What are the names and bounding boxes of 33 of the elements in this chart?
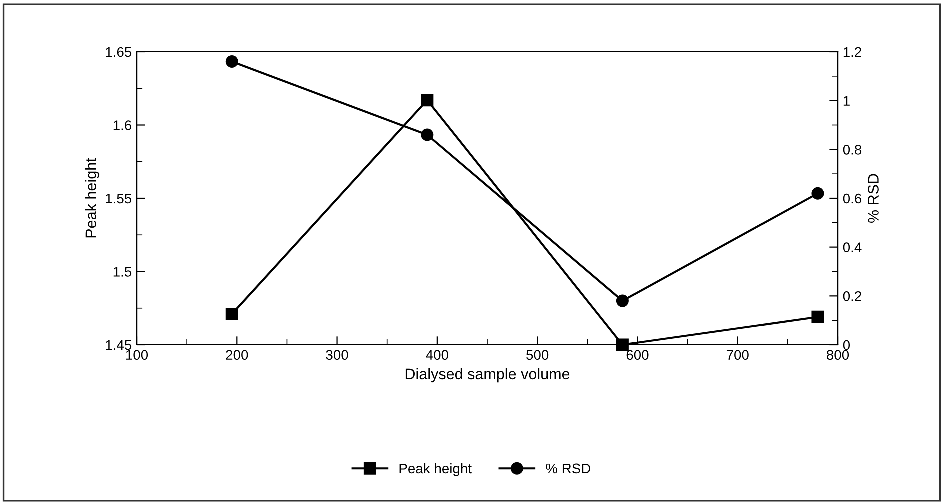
point: [421, 128, 434, 142]
x-tick-label: 600: [626, 350, 649, 360]
x-tick-label: 100: [126, 350, 148, 360]
y2-tick-label: 1: [844, 96, 850, 106]
point: [812, 310, 824, 324]
x-tick-label: 300: [326, 350, 348, 360]
point: [226, 56, 238, 68]
point: [616, 294, 629, 308]
x-tick-label: 400: [426, 350, 448, 360]
y-tick-label: 1.6: [114, 120, 132, 130]
y2-tick-label: 0.6: [843, 194, 862, 204]
y2-tick-label: 0: [843, 340, 850, 350]
y-tick-label: 1.55: [106, 194, 132, 204]
x-axis-title: Dialysed sample volume: [406, 368, 570, 383]
x-tick-label: 500: [526, 350, 549, 360]
x-tick-label: 700: [726, 350, 749, 360]
legend-label: % RSD: [546, 464, 590, 474]
point: [812, 187, 824, 200]
point: [616, 338, 629, 352]
x-tick-label: 800: [827, 350, 850, 360]
y2-tick-label: 0.2: [843, 292, 862, 302]
y2-axis-title: % RSD: [868, 174, 879, 223]
point: [226, 308, 238, 320]
y2-tick-label: 0.4: [843, 242, 862, 253]
y-tick-label: 1.5: [114, 267, 132, 277]
y-tick-label: 1.65: [106, 47, 132, 58]
y-axis-title: Peak height: [85, 158, 100, 238]
legend-label: Peak height: [400, 463, 472, 476]
x-tick-label: 200: [226, 350, 248, 360]
y2-tick-label: 1.2: [844, 47, 862, 58]
y2-tick-label: 0.8: [843, 145, 862, 155]
y-tick-label: 1.45: [106, 340, 132, 350]
point: [421, 94, 434, 107]
